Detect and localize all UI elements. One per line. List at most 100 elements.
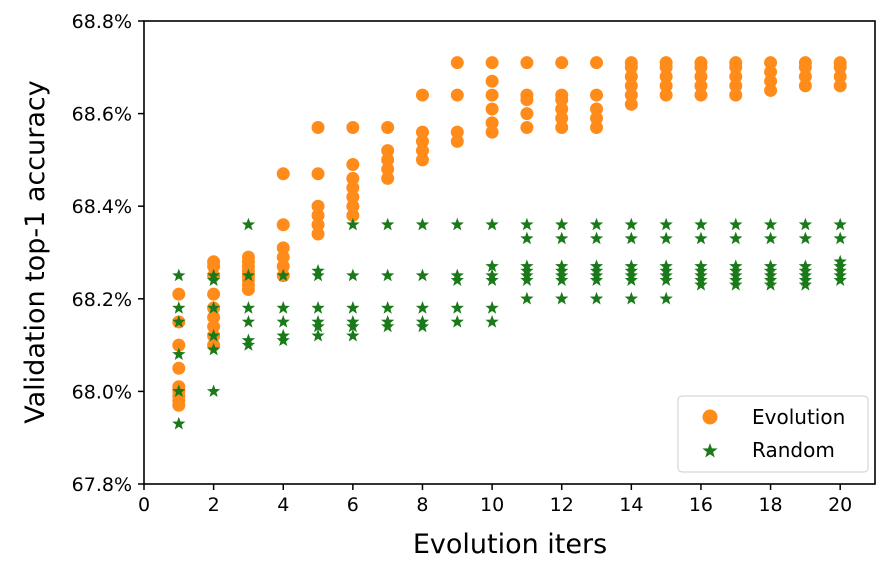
- evolution-point: [729, 79, 743, 93]
- random-point: [450, 301, 464, 314]
- evolution-point: [833, 56, 847, 70]
- evolution-point: [764, 83, 778, 97]
- random-point: [659, 291, 673, 305]
- evolution-point: [346, 171, 360, 185]
- random-point: [450, 314, 464, 328]
- x-axis-label: Evolution iters: [413, 529, 607, 560]
- evolution-point: [520, 107, 534, 121]
- random-point: [729, 273, 743, 286]
- random-point: [206, 342, 221, 356]
- evolution-point: [415, 144, 429, 158]
- random-point: [276, 328, 290, 342]
- evolution-point: [555, 56, 569, 70]
- random-point: [659, 268, 673, 282]
- evolution-point: [729, 70, 743, 84]
- random-point: [172, 384, 186, 398]
- random-point: [450, 268, 464, 282]
- random-point: [381, 217, 395, 231]
- x-tick-label: 20: [828, 494, 852, 516]
- evolution-point: [590, 111, 604, 125]
- random-point: [763, 259, 778, 273]
- random-point: [172, 314, 186, 328]
- random-point: [520, 217, 534, 231]
- random-point: [520, 264, 534, 277]
- random-point: [763, 273, 778, 286]
- evolution-point: [381, 120, 395, 134]
- evolution-point: [346, 190, 360, 204]
- evolution-point: [555, 88, 569, 102]
- evolution-point: [555, 120, 569, 134]
- evolution-point: [694, 56, 708, 70]
- evolution-point: [590, 56, 604, 70]
- evolution-point: [764, 65, 778, 79]
- random-point: [729, 264, 743, 277]
- random-point: [241, 333, 256, 347]
- random-point: [555, 231, 569, 245]
- evolution-point: [415, 134, 429, 148]
- random-point: [833, 264, 847, 277]
- random-point: [311, 268, 325, 282]
- random-point: [624, 231, 638, 245]
- x-tick-label: 4: [277, 494, 289, 516]
- evolution-point: [311, 120, 325, 134]
- y-tick-label: 68.2%: [72, 289, 132, 311]
- random-point: [381, 314, 395, 328]
- evolution-point: [485, 102, 499, 116]
- random-point: [659, 231, 673, 245]
- random-point: [415, 268, 430, 282]
- legend-evolution-marker: [702, 409, 718, 425]
- random-point: [589, 217, 604, 231]
- random-point: [415, 314, 430, 328]
- random-point: [555, 217, 569, 231]
- random-point: [659, 273, 673, 286]
- evolution-point: [624, 56, 638, 70]
- legend-evolution-label: Evolution: [752, 405, 845, 429]
- x-tick-label: 14: [619, 494, 643, 516]
- random-point: [729, 268, 743, 282]
- random-point: [798, 217, 813, 231]
- random-point: [589, 268, 604, 282]
- random-point: [520, 259, 534, 273]
- random-point: [346, 268, 360, 282]
- random-point: [659, 264, 673, 277]
- random-point: [241, 217, 256, 231]
- evolution-point: [381, 144, 395, 158]
- random-point: [624, 264, 638, 277]
- random-point: [241, 268, 256, 282]
- random-point: [833, 254, 847, 268]
- random-point: [694, 264, 708, 277]
- random-point: [381, 319, 395, 333]
- evolution-point: [450, 134, 464, 148]
- random-point: [520, 231, 534, 245]
- evolution-point: [241, 250, 255, 264]
- random-point: [206, 268, 221, 282]
- random-point: [798, 259, 813, 273]
- random-point: [589, 273, 604, 286]
- random-point: [589, 231, 604, 245]
- x-tick-label: 12: [550, 494, 574, 516]
- random-point: [485, 268, 499, 282]
- evolution-point: [694, 70, 708, 84]
- evolution-point: [520, 56, 534, 70]
- evolution-point: [311, 199, 325, 213]
- random-point: [520, 268, 534, 282]
- evolution-point: [485, 56, 499, 70]
- evolution-point: [415, 88, 429, 102]
- y-tick-label: 68.0%: [72, 381, 132, 403]
- random-point: [798, 231, 813, 245]
- random-point: [798, 264, 813, 277]
- random-point: [798, 277, 813, 291]
- random-point: [589, 259, 604, 273]
- random-point: [415, 217, 430, 231]
- y-axis-label: Validation top-1 accuracy: [20, 80, 51, 423]
- random-point: [729, 259, 743, 273]
- random-point: [589, 291, 604, 305]
- random-point: [833, 217, 847, 231]
- y-tick-label: 68.4%: [72, 196, 132, 218]
- evolution-point: [590, 120, 604, 134]
- evolution-point: [172, 338, 186, 352]
- y-tick-label: 68.6%: [72, 104, 132, 126]
- evolution-point: [520, 120, 534, 134]
- random-point: [485, 273, 499, 286]
- evolution-point: [276, 218, 290, 232]
